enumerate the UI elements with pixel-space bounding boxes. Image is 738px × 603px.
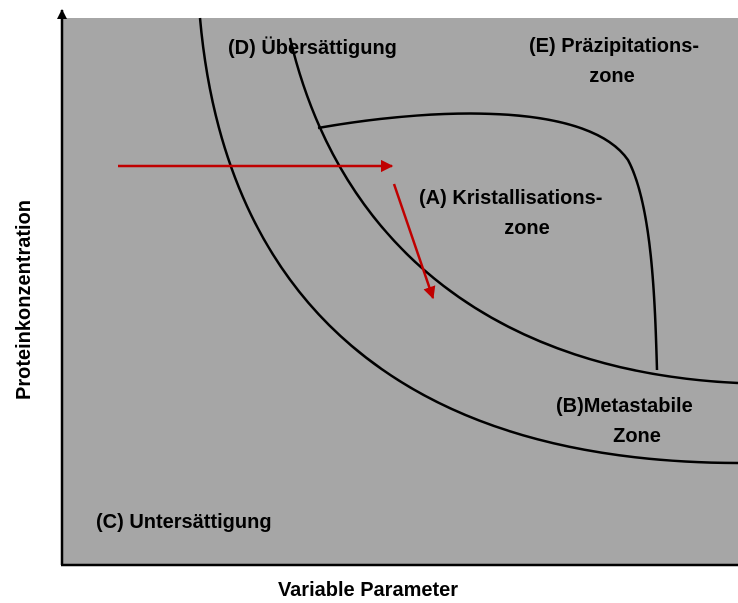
plot-area: [62, 18, 738, 565]
y-axis-label: Proteinkonzentration: [13, 200, 35, 400]
solubility-curve: [198, 17, 738, 465]
region-label: (E) Präzipitations-: [529, 35, 699, 57]
crystallization-boundary: [317, 112, 659, 371]
region-label: (A) Kristallisations-: [419, 187, 602, 209]
supersolubility-curve: [288, 37, 738, 385]
region-label: Zone: [613, 425, 661, 447]
region-label: (D) Übersättigung: [228, 36, 397, 59]
red-arrow: [392, 183, 436, 300]
region-label: zone: [589, 65, 635, 87]
region-label: (B)Metastabile: [556, 395, 693, 417]
region-label: (C) Untersättigung: [96, 511, 272, 533]
x-axis-label: Variable Parameter: [278, 579, 458, 601]
region-label: zone: [504, 217, 550, 239]
